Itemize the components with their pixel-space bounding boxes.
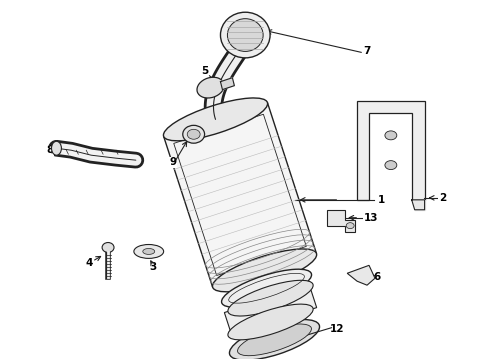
Polygon shape xyxy=(412,200,425,210)
Ellipse shape xyxy=(164,98,268,141)
Ellipse shape xyxy=(51,141,61,155)
Ellipse shape xyxy=(197,77,224,98)
Ellipse shape xyxy=(346,223,354,229)
Text: 7: 7 xyxy=(364,46,371,56)
Ellipse shape xyxy=(228,280,313,316)
Text: 9: 9 xyxy=(169,157,176,167)
Text: 10: 10 xyxy=(241,299,255,309)
Text: 13: 13 xyxy=(364,213,378,223)
Text: 2: 2 xyxy=(439,193,446,203)
Polygon shape xyxy=(164,103,317,287)
Text: 12: 12 xyxy=(330,324,344,334)
Ellipse shape xyxy=(213,249,317,292)
Ellipse shape xyxy=(229,320,319,360)
Ellipse shape xyxy=(183,125,205,143)
Ellipse shape xyxy=(238,324,312,356)
Ellipse shape xyxy=(102,243,114,252)
Text: 5: 5 xyxy=(201,66,208,76)
Ellipse shape xyxy=(143,248,155,255)
Ellipse shape xyxy=(220,12,270,58)
Text: 6: 6 xyxy=(373,272,381,282)
Ellipse shape xyxy=(134,244,164,258)
Polygon shape xyxy=(220,78,234,90)
Text: 3: 3 xyxy=(149,262,156,272)
Polygon shape xyxy=(357,100,425,200)
Ellipse shape xyxy=(385,161,397,170)
Ellipse shape xyxy=(221,269,312,307)
Text: 11: 11 xyxy=(229,279,244,289)
Ellipse shape xyxy=(385,131,397,140)
Polygon shape xyxy=(347,265,375,285)
Polygon shape xyxy=(224,285,317,335)
Polygon shape xyxy=(327,210,355,231)
Text: 8: 8 xyxy=(46,145,53,155)
Text: 1: 1 xyxy=(378,195,386,205)
Ellipse shape xyxy=(227,19,263,51)
Text: 4: 4 xyxy=(86,258,93,268)
Ellipse shape xyxy=(228,304,313,340)
Ellipse shape xyxy=(187,129,200,139)
